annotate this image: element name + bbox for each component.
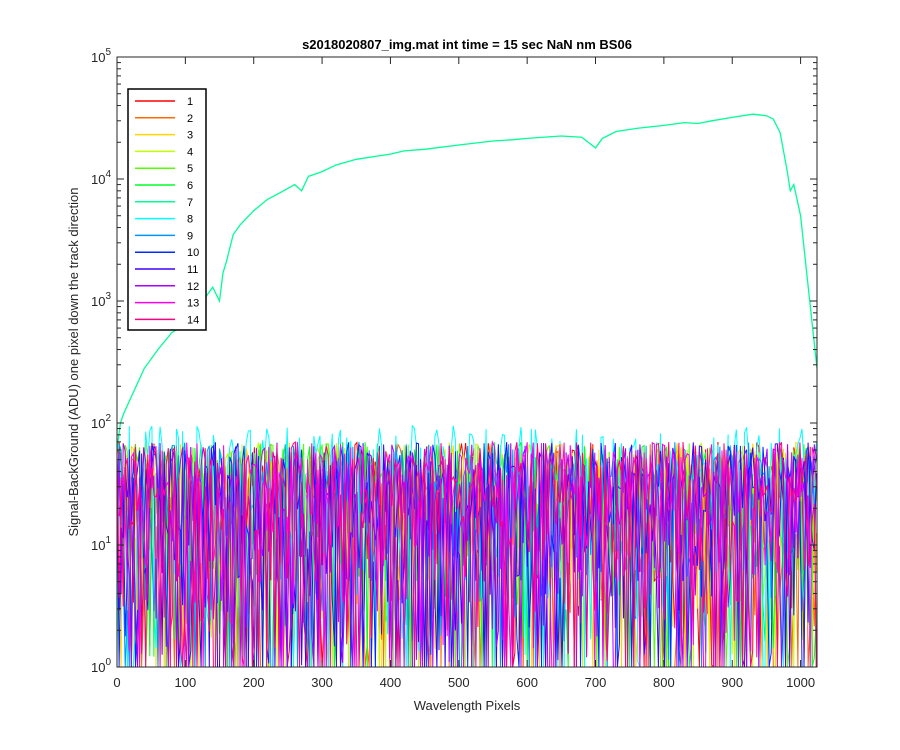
legend-label-7: 7 xyxy=(187,197,193,209)
legend-label-14: 14 xyxy=(187,314,199,326)
legend-label-12: 12 xyxy=(187,281,199,293)
chart-title: s2018020807_img.mat int time = 15 sec Na… xyxy=(302,37,632,52)
legend-box xyxy=(127,88,207,331)
legend-label-4: 4 xyxy=(187,146,193,158)
legend-label-2: 2 xyxy=(187,113,193,125)
series-14-line xyxy=(117,441,817,667)
x-tick-label: 800 xyxy=(653,675,675,690)
x-tick-label: 700 xyxy=(585,675,607,690)
plot-area: 0 100 200 300 400 500 600 700 800 900 100010010110… xyxy=(91,47,818,690)
legend-label-13: 13 xyxy=(187,298,199,310)
y-axis-label: Signal-BackGround (ADU) one pixel down t… xyxy=(66,187,81,536)
x-tick-label: 100 xyxy=(175,675,197,690)
x-tick-label: 900 xyxy=(721,675,743,690)
series-13-line xyxy=(117,440,817,667)
legend-label-8: 8 xyxy=(187,214,193,226)
x-tick-label: 0 xyxy=(113,675,120,690)
x-tick-label: 400 xyxy=(380,675,402,690)
y-tick-label: 105 xyxy=(91,47,111,65)
x-tick-label: 200 xyxy=(243,675,265,690)
series-12-line xyxy=(117,442,817,667)
axes-box xyxy=(116,56,818,668)
legend-label-6: 6 xyxy=(187,180,193,192)
y-tick-label: 101 xyxy=(91,535,111,553)
legend-label-3: 3 xyxy=(187,130,193,142)
x-tick-label: 300 xyxy=(311,675,333,690)
legend-label-5: 5 xyxy=(187,163,193,175)
x-axis-label: Wavelength Pixels xyxy=(414,698,521,713)
y-tick-label: 104 xyxy=(91,169,111,187)
x-tick-label: 600 xyxy=(516,675,538,690)
x-tick-label: 1000 xyxy=(786,675,815,690)
y-tick-label: 100 xyxy=(91,657,111,675)
legend-label-1: 1 xyxy=(187,96,193,108)
series-group xyxy=(117,113,817,667)
legend-label-11: 11 xyxy=(187,264,198,276)
legend-label-9: 9 xyxy=(187,230,193,242)
legend-label-10: 10 xyxy=(187,247,199,259)
y-tick-label: 102 xyxy=(91,413,111,431)
y-tick-label: 103 xyxy=(91,291,111,309)
x-tick-label: 500 xyxy=(448,675,470,690)
